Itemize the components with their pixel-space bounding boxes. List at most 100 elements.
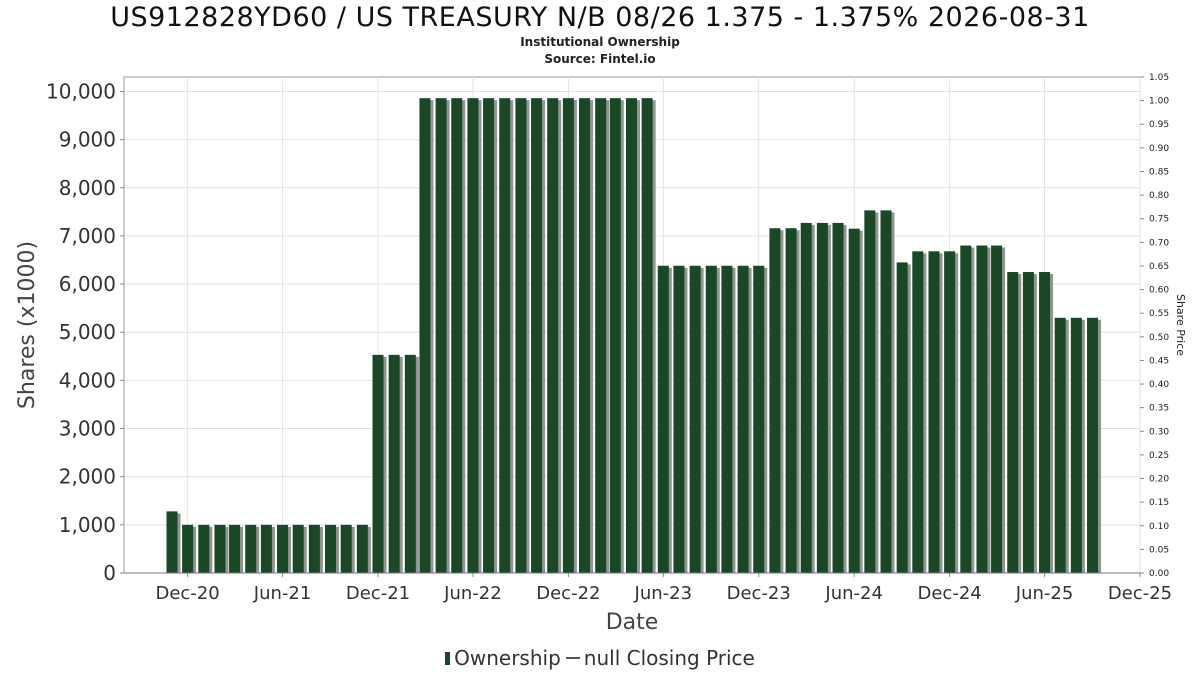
ownership-bar	[625, 98, 637, 573]
ownership-bar	[515, 98, 527, 573]
x-tick-label: Dec-20	[156, 583, 220, 604]
legend-ownership-swatch	[445, 652, 451, 665]
y-tick-label: 7,000	[59, 224, 116, 248]
legend: Ownership null Closing Price	[0, 646, 1200, 670]
ownership-bar	[1007, 272, 1019, 573]
y2-tick-label: 1.05	[1149, 73, 1169, 83]
legend-ownership-label: Ownership	[454, 646, 561, 670]
y-tick-label: 4,000	[59, 368, 116, 392]
y2-tick-label: 0.10	[1149, 522, 1169, 532]
ownership-bar	[1087, 317, 1099, 573]
ownership-bar	[705, 265, 717, 573]
y2-tick-label: 0.45	[1149, 356, 1169, 366]
ownership-bar	[547, 98, 559, 573]
x-tick-label: Dec-21	[346, 583, 410, 604]
y-tick-label: 3,000	[59, 417, 116, 441]
axes: 0 1,000 2,000 3,000 4,000 5,000 6,000 7,000 8,00…	[46, 73, 1172, 604]
x-tick-label: Dec-23	[727, 583, 791, 604]
ownership-bar	[166, 511, 178, 573]
ownership-bar	[848, 228, 860, 573]
ownership-bar	[356, 524, 368, 573]
ownership-bar	[976, 245, 988, 573]
legend-price-swatch	[565, 657, 580, 659]
x-tick-label: Jun-23	[634, 583, 693, 604]
ownership-bar	[214, 524, 226, 573]
ownership-bar	[435, 98, 447, 573]
ownership-bar	[800, 222, 812, 573]
ownership-bar	[531, 98, 543, 573]
chart-source: Source: Fintel.io	[544, 52, 656, 66]
y-tick-label: 6,000	[59, 272, 116, 296]
y2-tick-label: 0.40	[1149, 380, 1169, 390]
ownership-bar	[1054, 317, 1066, 573]
ownership-bar	[673, 265, 685, 573]
ownership-bar	[1022, 272, 1034, 573]
ownership-bar	[1039, 272, 1051, 573]
ownership-bar	[182, 524, 194, 573]
y2-tick-label: 0.60	[1149, 286, 1169, 296]
y2-tick-label: 1.00	[1149, 97, 1169, 107]
x-tick-label: Jun-24	[824, 583, 883, 604]
y2-axis-label: Share Price	[1174, 294, 1187, 356]
ownership-bar	[595, 98, 607, 573]
ownership-bar	[896, 262, 908, 573]
y2-tick-label: 0.05	[1149, 545, 1169, 555]
y2-tick-label: 0.80	[1149, 191, 1169, 201]
ownership-bar	[292, 524, 304, 573]
ownership-bar	[928, 251, 940, 573]
y2-tick-label: 0.35	[1149, 404, 1169, 414]
y2-tick-label: 0.25	[1149, 451, 1169, 461]
ownership-bar	[260, 524, 272, 573]
y2-tick-label: 0.55	[1149, 309, 1169, 319]
ownership-bar	[388, 354, 400, 573]
y-tick-label: 10,000	[46, 79, 116, 103]
ownership-bar	[641, 98, 653, 573]
chart-title: US912828YD60 / US TREASURY N/B 08/26 1.3…	[110, 2, 1090, 33]
ownership-bar	[912, 251, 924, 573]
ownership-bar	[769, 228, 781, 573]
legend-price-label: null Closing Price	[583, 646, 755, 670]
y2-tick-label: 0.00	[1149, 569, 1169, 579]
ownership-bar	[325, 524, 337, 573]
y2-tick-label: 0.85	[1149, 167, 1169, 177]
y-tick-label: 0	[103, 561, 116, 585]
chart-subtitle: Institutional Ownership	[520, 35, 680, 49]
x-tick-label: Jun-25	[1015, 583, 1074, 604]
ownership-bar	[864, 210, 876, 573]
ownership-bar	[657, 265, 669, 573]
ownership-bar	[308, 524, 320, 573]
y-tick-label: 1,000	[59, 513, 116, 537]
y-axis-label: Shares (x1000)	[15, 241, 40, 409]
ownership-bar	[245, 524, 257, 573]
ownership-bar	[499, 98, 511, 573]
ownership-bar	[721, 265, 733, 573]
ownership-bar	[404, 354, 416, 573]
x-tick-label: Dec-24	[918, 583, 982, 604]
ownership-bar	[562, 98, 574, 573]
ownership-bar	[483, 98, 495, 573]
ownership-bar	[198, 524, 210, 573]
y-tick-label: 2,000	[59, 465, 116, 489]
ownership-bar	[785, 228, 797, 573]
ownership-bar	[944, 251, 956, 573]
y-tick-label: 9,000	[59, 128, 116, 152]
x-tick-label: Jun-21	[253, 583, 312, 604]
ownership-bar	[372, 354, 384, 573]
ownership-bar	[737, 265, 749, 573]
ownership-bar	[419, 98, 431, 573]
y-tick-label: 8,000	[59, 176, 116, 200]
y2-tick-label: 0.90	[1149, 144, 1169, 154]
x-tick-label: Jun-22	[443, 583, 502, 604]
y2-tick-label: 0.65	[1149, 262, 1169, 272]
x-tick-label: Dec-25	[1108, 583, 1172, 604]
y2-tick-label: 0.30	[1149, 427, 1169, 437]
ownership-bar	[991, 245, 1003, 573]
ownership-bar	[229, 524, 241, 573]
bars	[166, 98, 1102, 573]
y2-tick-label: 0.75	[1149, 215, 1169, 225]
ownership-bar	[753, 265, 765, 573]
y2-tick-label: 0.20	[1149, 475, 1169, 485]
y2-tick-label: 0.15	[1149, 498, 1169, 508]
y2-tick-label: 0.70	[1149, 238, 1169, 248]
